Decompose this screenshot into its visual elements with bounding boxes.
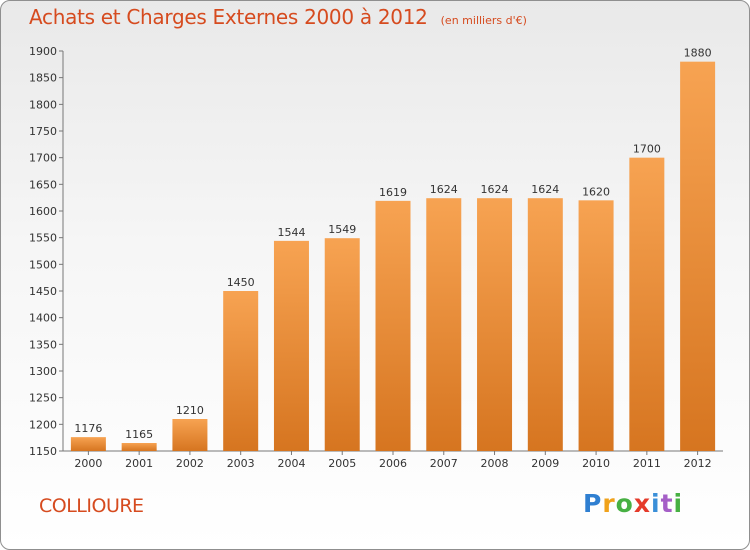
x-tick-label-2008: 2008: [481, 457, 509, 470]
x-tick-label-2007: 2007: [430, 457, 458, 470]
proxiti-logo: Proxiti: [583, 489, 684, 518]
bar-2004: [273, 240, 309, 451]
value-label-2009: 1624: [531, 183, 559, 196]
value-label-2006: 1619: [379, 186, 407, 199]
y-tick-label: 1550: [29, 232, 57, 245]
y-tick-label: 1600: [29, 205, 57, 218]
chart-title: Achats et Charges Externes 2000 à 2012: [29, 5, 428, 29]
x-tick-label-2006: 2006: [379, 457, 407, 470]
y-tick-label: 1400: [29, 312, 57, 325]
y-tick-label: 1650: [29, 178, 57, 191]
x-tick-label-2003: 2003: [227, 457, 255, 470]
y-tick-label: 1700: [29, 152, 57, 165]
x-tick-label-2001: 2001: [125, 457, 153, 470]
y-tick-label: 1250: [29, 392, 57, 405]
chart-subtitle: (en milliers d'€): [440, 14, 527, 27]
bar-2012: [680, 61, 716, 452]
bar-2010: [578, 200, 614, 451]
x-tick-label-2000: 2000: [74, 457, 102, 470]
commune-name: COLLIOURE: [39, 495, 144, 517]
value-label-2002: 1210: [176, 404, 204, 417]
bar-2001: [121, 443, 157, 451]
title-row: Achats et Charges Externes 2000 à 2012 (…: [29, 5, 527, 29]
value-label-2008: 1624: [481, 183, 509, 196]
value-label-2005: 1549: [328, 223, 356, 236]
value-label-2010: 1620: [582, 185, 610, 198]
value-label-2001: 1165: [125, 428, 153, 441]
x-tick-label-2012: 2012: [684, 457, 712, 470]
y-tick-label: 1300: [29, 365, 57, 378]
value-label-2011: 1700: [633, 143, 661, 156]
bar-2008: [477, 198, 513, 451]
x-tick-label-2002: 2002: [176, 457, 204, 470]
y-tick-label: 1450: [29, 285, 57, 298]
value-label-2000: 1176: [74, 422, 102, 435]
y-tick-label: 1150: [29, 445, 57, 458]
bar-2009: [527, 198, 563, 451]
y-tick-label: 1850: [29, 72, 57, 85]
y-tick-label: 1350: [29, 338, 57, 351]
value-label-2004: 1544: [277, 226, 305, 239]
x-tick-label-2004: 2004: [277, 457, 305, 470]
bar-2007: [426, 198, 462, 451]
y-tick-label: 1500: [29, 258, 57, 271]
y-tick-label: 1800: [29, 98, 57, 111]
bar-2003: [223, 291, 259, 451]
value-label-2007: 1624: [430, 183, 458, 196]
bar-2002: [172, 419, 208, 451]
x-tick-label-2010: 2010: [582, 457, 610, 470]
bar-2011: [629, 157, 665, 451]
x-tick-label-2005: 2005: [328, 457, 356, 470]
bar-2006: [375, 200, 411, 451]
value-label-2012: 1880: [684, 47, 712, 60]
x-tick-label-2009: 2009: [531, 457, 559, 470]
y-tick-label: 1900: [29, 45, 57, 58]
y-tick-label: 1200: [29, 418, 57, 431]
value-label-2003: 1450: [227, 276, 255, 289]
x-tick-label-2011: 2011: [633, 457, 661, 470]
bar-2000: [70, 437, 106, 451]
y-tick-label: 1750: [29, 125, 57, 138]
bar-2005: [324, 238, 360, 451]
